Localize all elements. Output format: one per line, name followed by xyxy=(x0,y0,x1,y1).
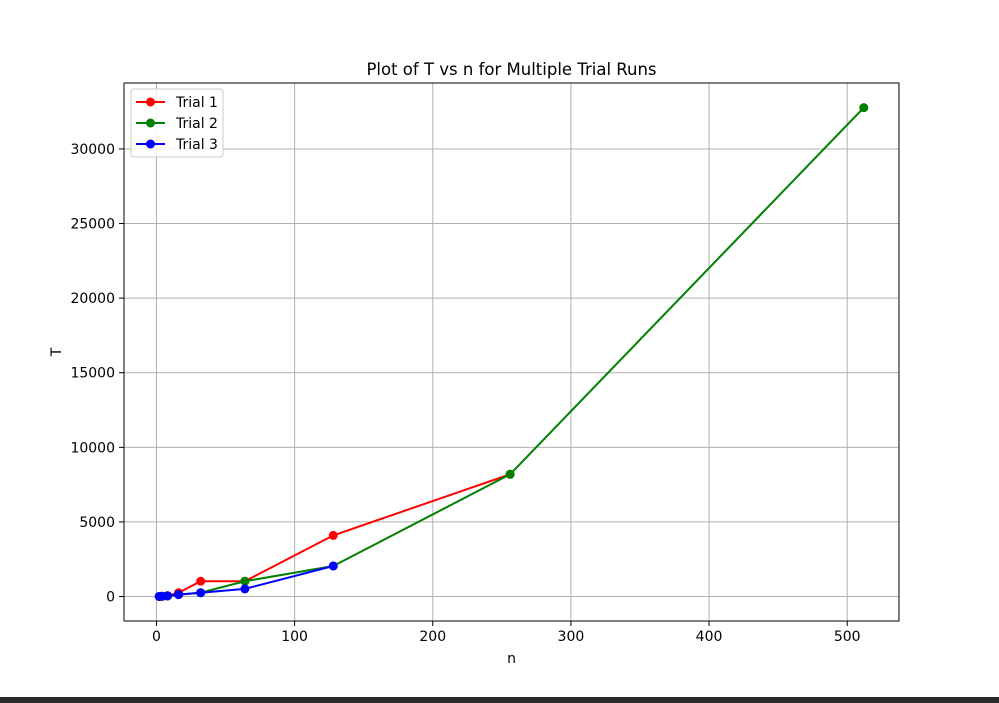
x-tick-label: 100 xyxy=(281,629,308,645)
data-point-trial-2 xyxy=(859,103,869,113)
taskbar-strip xyxy=(0,697,999,703)
legend-label: Trial 1 xyxy=(175,95,218,111)
legend: Trial 1 Trial 2 Trial 3 xyxy=(130,88,224,158)
legend-item-trial-1: Trial 1 xyxy=(136,95,218,111)
legend-swatch-marker xyxy=(146,118,155,128)
legend-item-trial-2: Trial 2 xyxy=(136,116,218,132)
legend-swatch-marker xyxy=(146,139,155,149)
chart-title: Plot of T vs n for Multiple Trial Runs xyxy=(366,60,656,79)
series-trial-3 xyxy=(154,561,338,601)
data-point-trial-3 xyxy=(328,561,338,571)
plot-frame xyxy=(123,82,900,622)
y-tick-label: 15000 xyxy=(70,366,115,382)
x-tick-label: 400 xyxy=(696,629,723,645)
y-tick-label: 30000 xyxy=(70,142,115,158)
legend-label: Trial 2 xyxy=(175,116,218,132)
y-tick-label: 25000 xyxy=(70,217,115,233)
x-tick-label: 500 xyxy=(834,629,861,645)
data-point-trial-1 xyxy=(196,576,206,586)
ticks: 0 100 200 300 400 500050001000015000200002500… xyxy=(70,142,860,645)
series-line-trial-2 xyxy=(159,106,865,598)
x-tick-label: 0 xyxy=(152,629,161,645)
x-tick-label: 300 xyxy=(558,629,585,645)
y-tick-label: 20000 xyxy=(70,291,115,307)
data-point-trial-3 xyxy=(174,590,184,600)
y-axis-label: T xyxy=(49,347,65,357)
y-tick-label: 5000 xyxy=(79,515,115,531)
legend-swatch-marker xyxy=(146,97,155,107)
data-point-trial-3 xyxy=(240,584,250,594)
series-trial-2 xyxy=(154,103,869,601)
y-tick-label: 10000 xyxy=(70,440,115,456)
grid xyxy=(124,83,899,621)
x-axis-label: n xyxy=(507,651,516,667)
data-point-trial-2 xyxy=(240,576,250,586)
legend-box xyxy=(130,88,224,158)
data-point-trial-2 xyxy=(505,469,515,479)
data-point-trial-3 xyxy=(163,591,173,601)
data-point-trial-3 xyxy=(196,588,206,598)
data-point-trial-1 xyxy=(328,530,338,540)
series-trial-1 xyxy=(154,469,515,601)
legend-item-trial-3: Trial 3 xyxy=(136,137,218,153)
series-layer xyxy=(154,103,869,601)
x-tick-label: 200 xyxy=(419,629,446,645)
y-tick-label: 0 xyxy=(106,590,115,606)
legend-label: Trial 3 xyxy=(175,137,218,153)
